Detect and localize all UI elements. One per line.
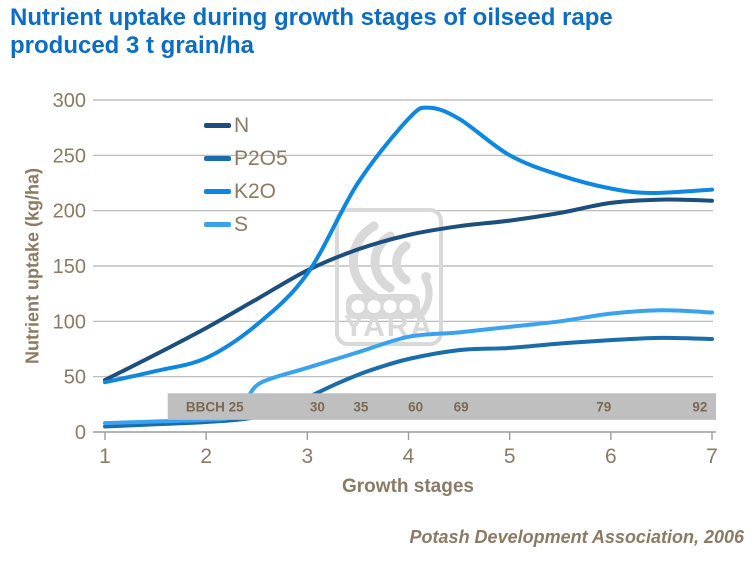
- y-tick-label: 200: [53, 201, 86, 223]
- bbch-band-layer: BBCH 25 30 35 60 69 79 92: [167, 393, 717, 420]
- y-tick-label: 50: [64, 367, 86, 389]
- bbch-label: 69: [454, 400, 469, 415]
- bbch-label: 79: [596, 400, 611, 415]
- x-tick-label: 7: [706, 445, 718, 468]
- legend-label-n: N: [234, 113, 250, 137]
- axes-layer: 0 50 100 150 200 250 300 1 2 3 4 5 6 7: [53, 90, 718, 468]
- bbch-band: [167, 393, 717, 420]
- legend-label-k2o: K2O: [234, 179, 277, 203]
- ship-hull-ports: [351, 300, 413, 313]
- x-tick-label: 6: [605, 445, 617, 468]
- chart-title-line1: Nutrient uptake during growth stages of …: [10, 4, 613, 31]
- legend-item-s: S: [204, 208, 288, 241]
- bbch-label: BBCH 25: [186, 400, 244, 415]
- legend-swatch-s: [204, 222, 231, 227]
- legend-label-p2o5: P2O5: [234, 146, 288, 170]
- x-axis-title: Growth stages: [342, 476, 474, 497]
- legend-swatch-p2o5: [204, 156, 231, 161]
- series-line-p2o5: [103, 335, 714, 429]
- legend-swatch-k2o: [204, 189, 231, 194]
- ship-hull: [346, 294, 420, 319]
- chart-title: Nutrient uptake during growth stages of …: [10, 4, 750, 60]
- series-line-k2o: [103, 105, 714, 385]
- legend-item-p2o5: P2O5: [204, 142, 288, 175]
- bbch-label: 92: [692, 400, 707, 415]
- y-tick-label: 250: [53, 145, 86, 167]
- yara-watermark: YARA: [335, 208, 443, 346]
- y-axis-title: Nutrient uptake (kg/ha): [22, 167, 43, 365]
- legend-swatch-n: [204, 123, 231, 128]
- watermark-text: YARA: [344, 310, 434, 343]
- source-attribution: Potash Development Association, 2006: [409, 527, 744, 547]
- bbch-label: 30: [310, 400, 325, 415]
- legend-item-k2o: K2O: [204, 175, 288, 208]
- legend-item-n: N: [204, 109, 288, 142]
- chart-title-line2: produced 3 t grain/ha: [10, 32, 255, 59]
- y-tick-label: 100: [53, 311, 86, 333]
- legend: N P2O5 K2O S: [204, 109, 288, 241]
- y-tick-label: 150: [53, 256, 86, 278]
- x-tick-label: 3: [301, 445, 313, 468]
- x-tick-label: 2: [200, 445, 212, 468]
- series-line-n: [103, 197, 714, 382]
- bbch-label: 35: [353, 400, 369, 415]
- x-tick-label: 1: [99, 445, 111, 468]
- x-tick-label: 5: [504, 445, 516, 468]
- legend-label-s: S: [234, 212, 249, 236]
- x-tick-label: 4: [403, 445, 415, 468]
- y-tick-label: 0: [75, 422, 86, 444]
- ship-stern-curl: [421, 272, 431, 282]
- y-tick-label: 300: [53, 90, 86, 112]
- bbch-label: 60: [408, 400, 423, 415]
- grid-layer: [93, 99, 713, 378]
